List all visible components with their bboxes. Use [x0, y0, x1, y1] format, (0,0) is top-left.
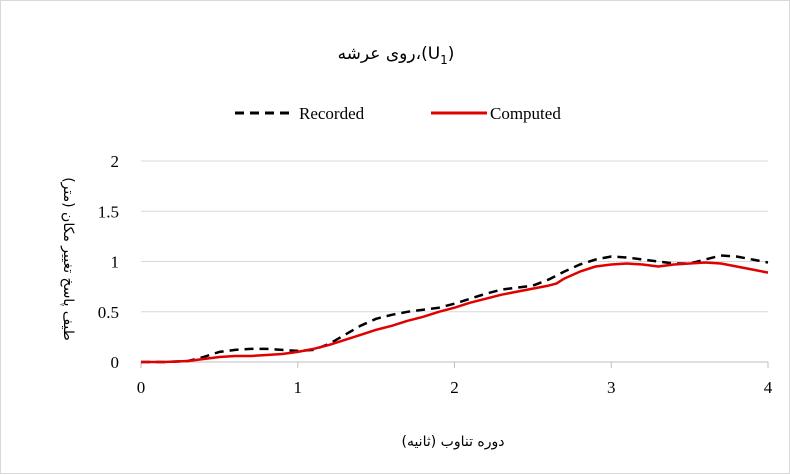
x-axis-title: دوره تناوب (ثانیه)	[401, 434, 504, 450]
legend-label-computed: Computed	[490, 104, 561, 123]
legend-label-recorded: Recorded	[299, 104, 365, 123]
chart-title-close: )	[448, 44, 455, 64]
y-axis-title: طیف پاسخ تغییر مکان (متر)	[60, 177, 76, 341]
x-tick-label-2: 2	[450, 378, 459, 397]
series-line-computed	[141, 261, 769, 364]
y-tick-label-1: 0.5	[98, 303, 119, 322]
y-tick-label-4: 2	[111, 152, 120, 171]
chart-title-main: روی عرشه،(U	[338, 44, 441, 64]
x-tick-label-3: 3	[607, 378, 616, 397]
legend: Recorded Computed	[235, 104, 561, 123]
series-line-recorded	[141, 254, 769, 364]
x-tick-label-0: 0	[137, 378, 146, 397]
chart-title: روی عرشه،(U1)	[338, 44, 455, 67]
y-tick-label-3: 1.5	[98, 202, 119, 221]
axis-layer: 0 0.5 1 1.5 2 0 1 2 3 4	[98, 152, 773, 397]
series-layer	[141, 254, 769, 364]
x-tick-label-4: 4	[764, 378, 773, 397]
chart-title-subscript: 1	[440, 53, 448, 67]
y-tick-label-0: 0	[111, 353, 120, 372]
grid-layer	[141, 160, 768, 313]
y-tick-label-2: 1	[111, 253, 120, 272]
x-tick-label-1: 1	[294, 378, 303, 397]
